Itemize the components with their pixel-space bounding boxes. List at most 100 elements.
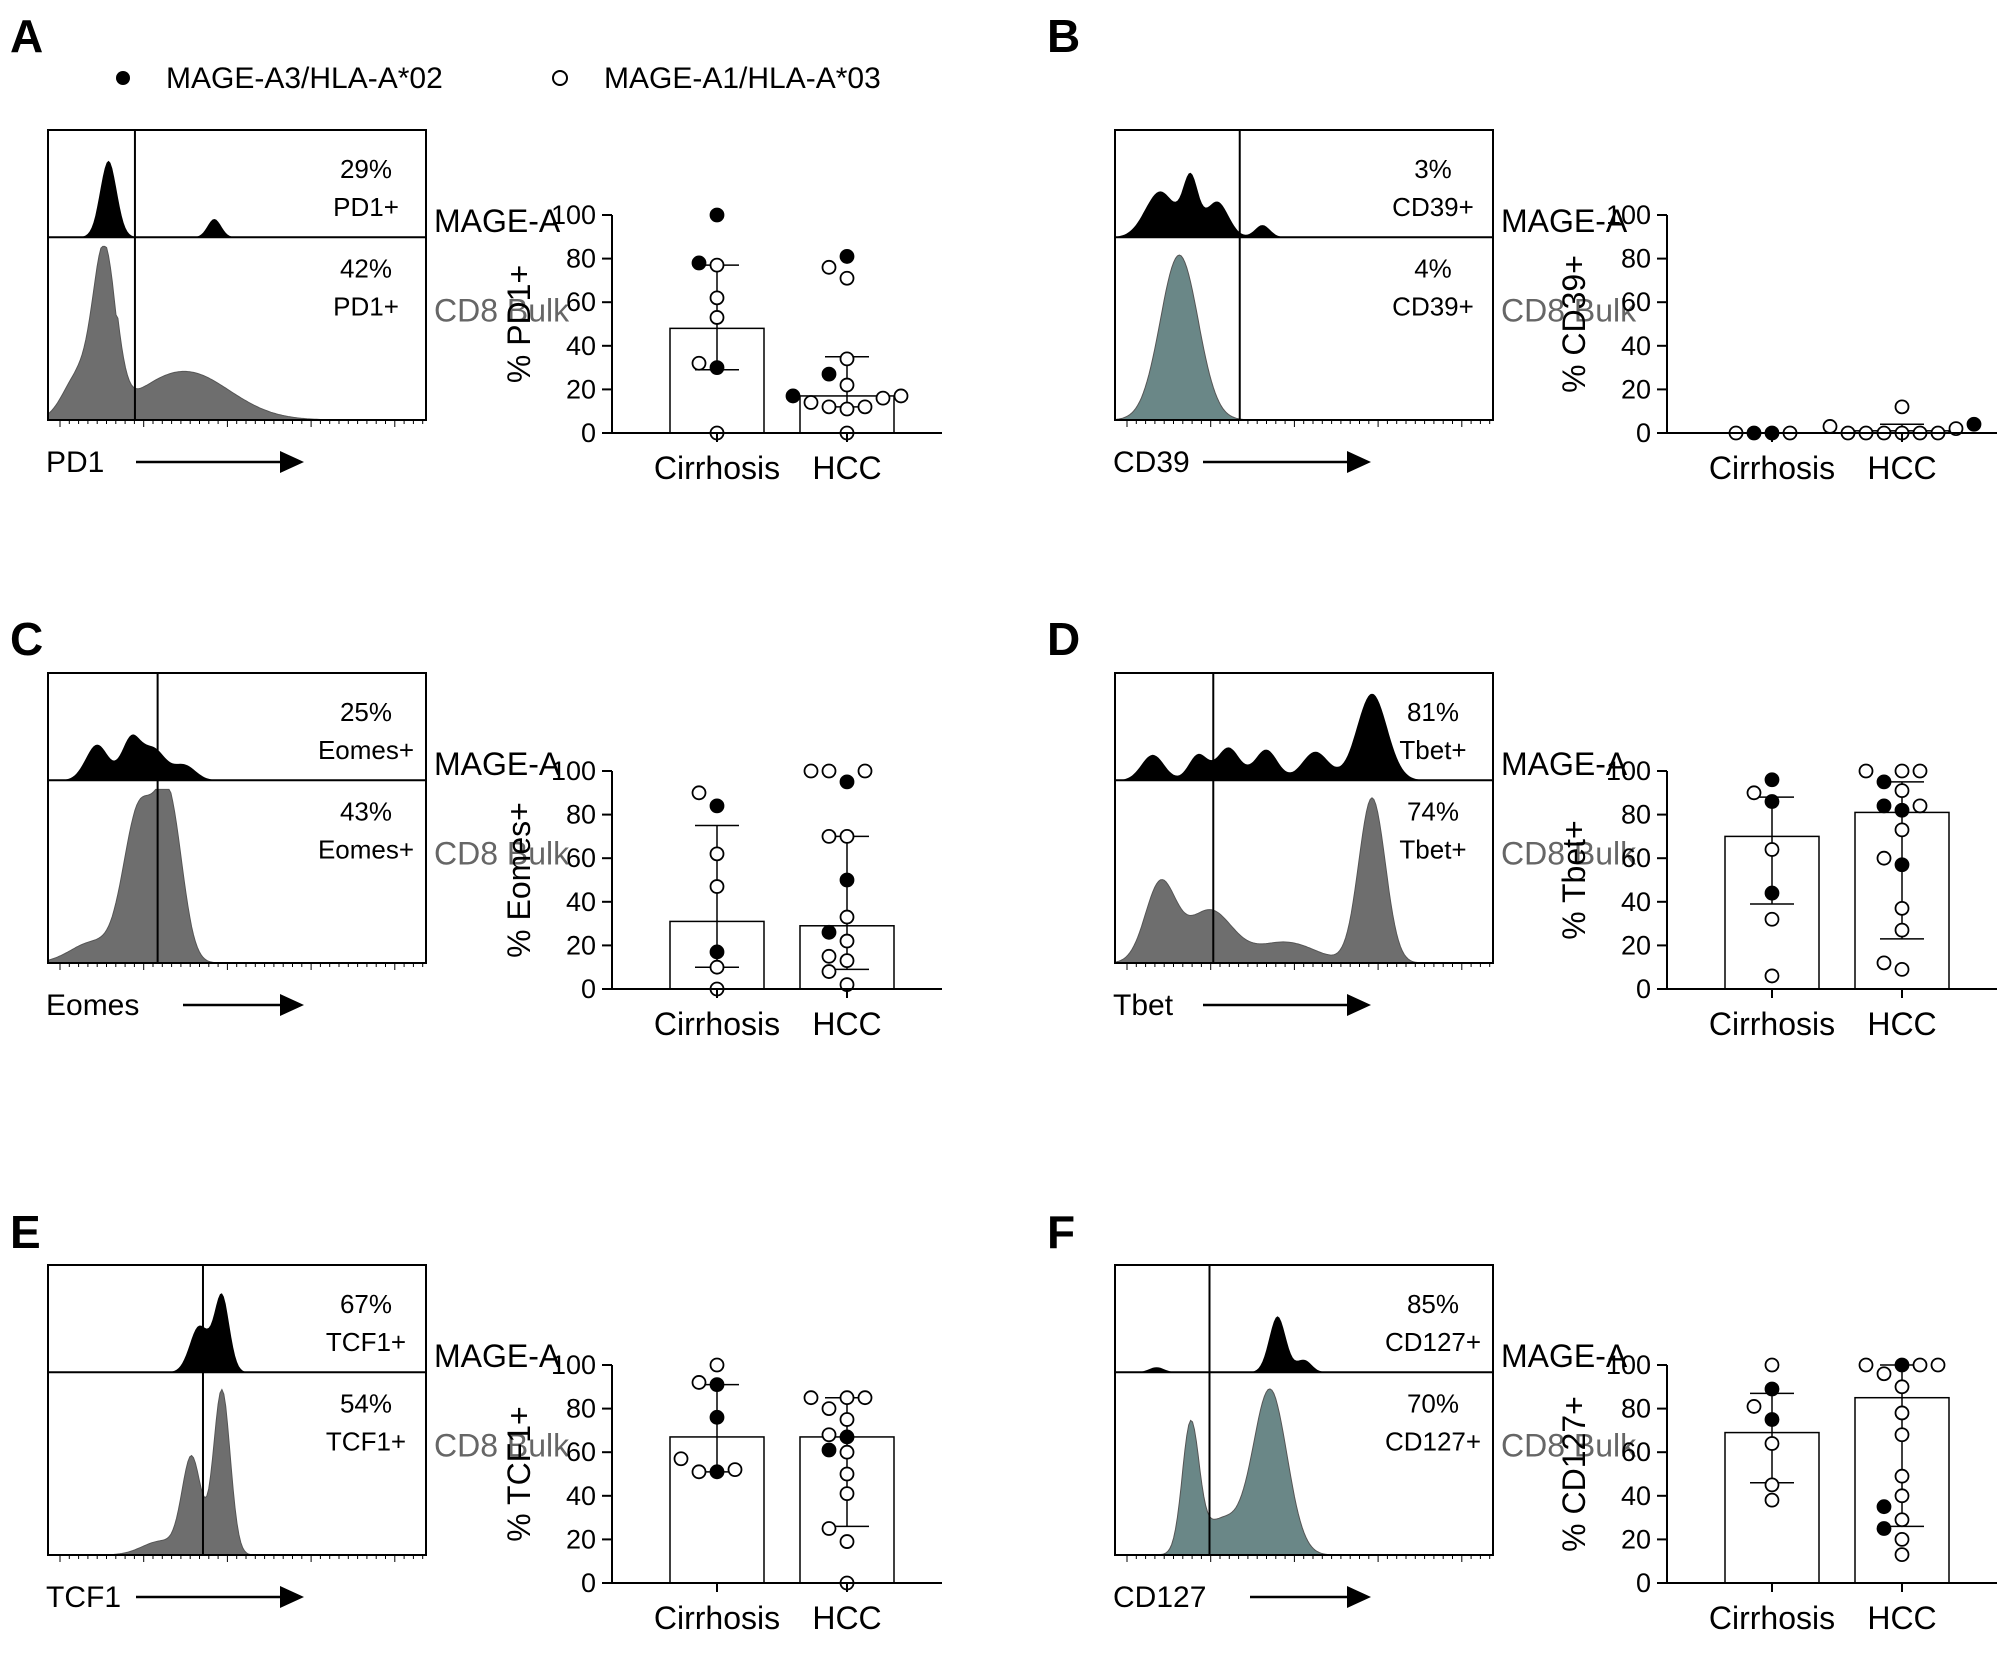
data-point-mage-a3 (1764, 885, 1780, 901)
data-point-mage-a1 (1948, 421, 1964, 437)
dotplot: 0 20 40 60 80 100 Cirrhosis HCC % Tbet+ (1556, 756, 1997, 1042)
cd8-bulk-row-label: CD8 Bulk (434, 835, 570, 871)
legend-open-marker (552, 70, 568, 86)
data-point-mage-a1 (709, 879, 725, 894)
dotplot: 0 20 40 60 80 100 Cirrhosis HCC % TCF1+ (501, 1350, 942, 1636)
data-point-mage-a3 (1764, 1412, 1780, 1427)
mage-a-row-label: MAGE-A (434, 746, 561, 782)
bottom-percent-label: 4% (1414, 253, 1452, 283)
data-point-mage-a1 (709, 257, 725, 273)
y-tick-label: 0 (1636, 974, 1651, 1004)
category-label: Cirrhosis (654, 450, 780, 486)
data-point-mage-a3 (709, 798, 725, 814)
data-point-mage-a1 (821, 1427, 837, 1443)
data-point-mage-a1 (1746, 1399, 1762, 1414)
data-point-mage-a1 (839, 909, 855, 925)
y-tick-label: 20 (1621, 1524, 1651, 1554)
y-tick-label: 100 (551, 756, 596, 786)
data-point-mage-a1 (839, 1466, 855, 1482)
data-point-mage-a1 (1894, 822, 1910, 838)
cd8-bulk-row-label: CD8 Bulk (1501, 292, 1637, 328)
panel-letter: E (10, 1206, 41, 1258)
top-percent-label: 85% (1407, 1289, 1459, 1319)
mage-a-histogram-curve (1115, 1316, 1493, 1373)
top-positive-label: Tbet+ (1399, 735, 1466, 765)
cd8-bulk-row-label: CD8 Bulk (434, 292, 570, 328)
data-point-mage-a1 (673, 1451, 689, 1467)
data-point-mage-a3 (821, 1442, 837, 1458)
cd8-bulk-row-label: CD8 Bulk (1501, 835, 1637, 871)
y-tick-label: 60 (1621, 287, 1651, 317)
data-point-mage-a1 (1876, 1366, 1892, 1382)
top-percent-label: 67% (340, 1289, 392, 1319)
bottom-positive-label: PD1+ (333, 291, 399, 321)
data-point-mage-a1 (803, 395, 819, 410)
data-point-mage-a3 (839, 249, 855, 264)
data-point-mage-a1 (1746, 785, 1762, 801)
bottom-positive-label: TCF1+ (326, 1426, 406, 1456)
bottom-percent-label: 70% (1407, 1388, 1459, 1418)
bottom-positive-label: CD127+ (1385, 1426, 1481, 1456)
data-point-mage-a1 (839, 351, 855, 367)
bottom-percent-label: 43% (340, 796, 392, 826)
data-point-mage-a1 (839, 270, 855, 286)
data-point-mage-a3 (1894, 802, 1910, 818)
data-point-mage-a1 (1764, 1492, 1780, 1508)
data-point-mage-a3 (839, 872, 855, 888)
data-point-mage-a3 (1876, 1521, 1892, 1536)
y-tick-label: 60 (1621, 1437, 1651, 1467)
y-tick-label: 80 (1621, 1394, 1651, 1424)
data-point-mage-a1 (839, 829, 855, 844)
y-tick-label: 20 (566, 1524, 596, 1554)
data-point-mage-a1 (709, 310, 725, 325)
data-point-mage-a3 (839, 1429, 855, 1445)
data-point-mage-a1 (709, 959, 725, 975)
data-point-mage-a3 (821, 924, 837, 940)
data-point-mage-a1 (1894, 922, 1910, 938)
marker-axis-arrow-head (280, 451, 304, 473)
data-point-mage-a1 (1894, 1547, 1910, 1563)
y-tick-label: 100 (551, 200, 596, 230)
data-point-mage-a1 (691, 785, 707, 801)
y-axis-label: % TCF1+ (501, 1406, 537, 1541)
y-axis-label: % PD1+ (501, 265, 537, 383)
y-tick-label: 40 (566, 331, 596, 361)
category-label: Cirrhosis (1709, 1600, 1835, 1636)
data-point-mage-a3 (709, 944, 725, 960)
data-point-mage-a1 (1764, 911, 1780, 927)
histogram: 81% Tbet+ 74% Tbet+ MAGE-A CD8 Bulk Tbet (1113, 672, 1637, 1022)
data-point-mage-a1 (1764, 842, 1780, 857)
mage-a-row-label: MAGE-A (1501, 1338, 1628, 1374)
data-point-mage-a1 (1894, 1379, 1910, 1395)
marker-axis-arrow-head (1347, 451, 1371, 473)
data-point-mage-a1 (857, 1390, 873, 1406)
mage-a-row-label: MAGE-A (434, 1338, 561, 1374)
data-point-mage-a1 (821, 829, 837, 844)
data-point-mage-a1 (1894, 1532, 1910, 1547)
data-point-mage-a1 (839, 1534, 855, 1549)
data-point-mage-a1 (821, 948, 837, 964)
histogram: 25% Eomes+ 43% Eomes+ MAGE-A CD8 Bulk Eomes (46, 672, 570, 1022)
data-point-mage-a3 (821, 366, 837, 382)
data-point-mage-a1 (821, 259, 837, 275)
y-axis-label: % CD39+ (1556, 255, 1592, 393)
data-point-mage-a1 (821, 399, 837, 415)
legend: MAGE-A3/HLA-A*02 MAGE-A1/HLA-A*03 (116, 62, 881, 95)
y-tick-label: 60 (566, 287, 596, 317)
bottom-positive-label: Eomes+ (318, 834, 414, 864)
data-point-mage-a1 (1894, 1427, 1910, 1443)
category-label: HCC (812, 1006, 881, 1042)
mage-a-row-label: MAGE-A (1501, 203, 1628, 239)
data-point-mage-a3 (709, 360, 725, 376)
mage-a-histogram-curve (48, 734, 426, 781)
marker-axis-label: TCF1 (46, 1581, 121, 1614)
marker-axis-label: CD127 (1113, 1581, 1206, 1614)
data-point-mage-a1 (893, 388, 909, 404)
data-point-mage-a1 (1858, 763, 1874, 779)
marker-axis-label: PD1 (46, 446, 104, 479)
marker-axis-arrow-head (1347, 1586, 1371, 1608)
panel-D: D 81% Tbet+ 74% Tbet+ MAGE-A CD8 Bulk Tbet 0 20 40… (1047, 613, 1997, 1042)
marker-axis-arrow-head (1347, 994, 1371, 1016)
data-point-mage-a3 (709, 1409, 725, 1425)
